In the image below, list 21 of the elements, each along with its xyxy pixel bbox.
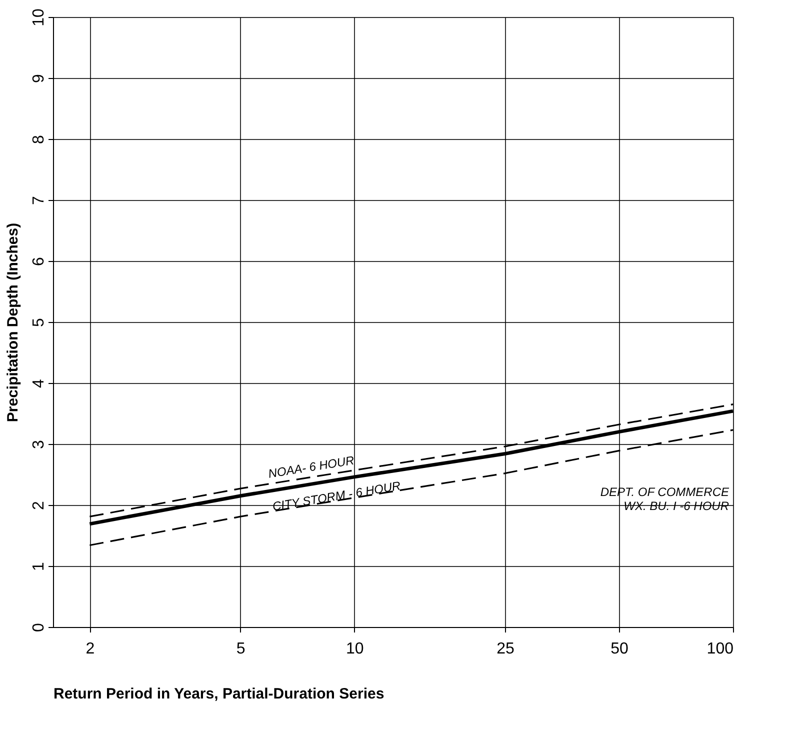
y-tick-label: 4 — [30, 378, 48, 388]
y-tick-label: 10 — [30, 8, 48, 26]
y-tick-label: 0 — [30, 622, 48, 632]
y-tick-label: 6 — [30, 256, 48, 266]
text: NOAA- 6 HOUR — [267, 453, 356, 481]
y-tick-label: 7 — [30, 196, 48, 205]
x-tick-label: 5 — [236, 640, 246, 658]
x-tick-label: 25 — [496, 640, 515, 658]
x-tick-label: 2 — [86, 640, 95, 658]
y-axis-title: Precipitation Depth (Inches) — [4, 222, 22, 422]
y-tick-label: 5 — [30, 318, 48, 327]
y-tick-label: 9 — [30, 74, 48, 83]
y-tick-label: 1 — [30, 562, 48, 571]
x-tick-label: 100 — [706, 640, 734, 658]
x-tick-label: 10 — [346, 640, 364, 658]
x-axis-title: Return Period in Years, Partial-Duration Series — [54, 686, 384, 702]
x-tick-label: 50 — [610, 640, 629, 658]
text: CITY STORM - 6 HOUR — [271, 478, 402, 514]
y-tick-label: 3 — [30, 440, 48, 449]
y-tick-label: 2 — [30, 500, 48, 510]
y-tick-label: 8 — [30, 134, 48, 144]
